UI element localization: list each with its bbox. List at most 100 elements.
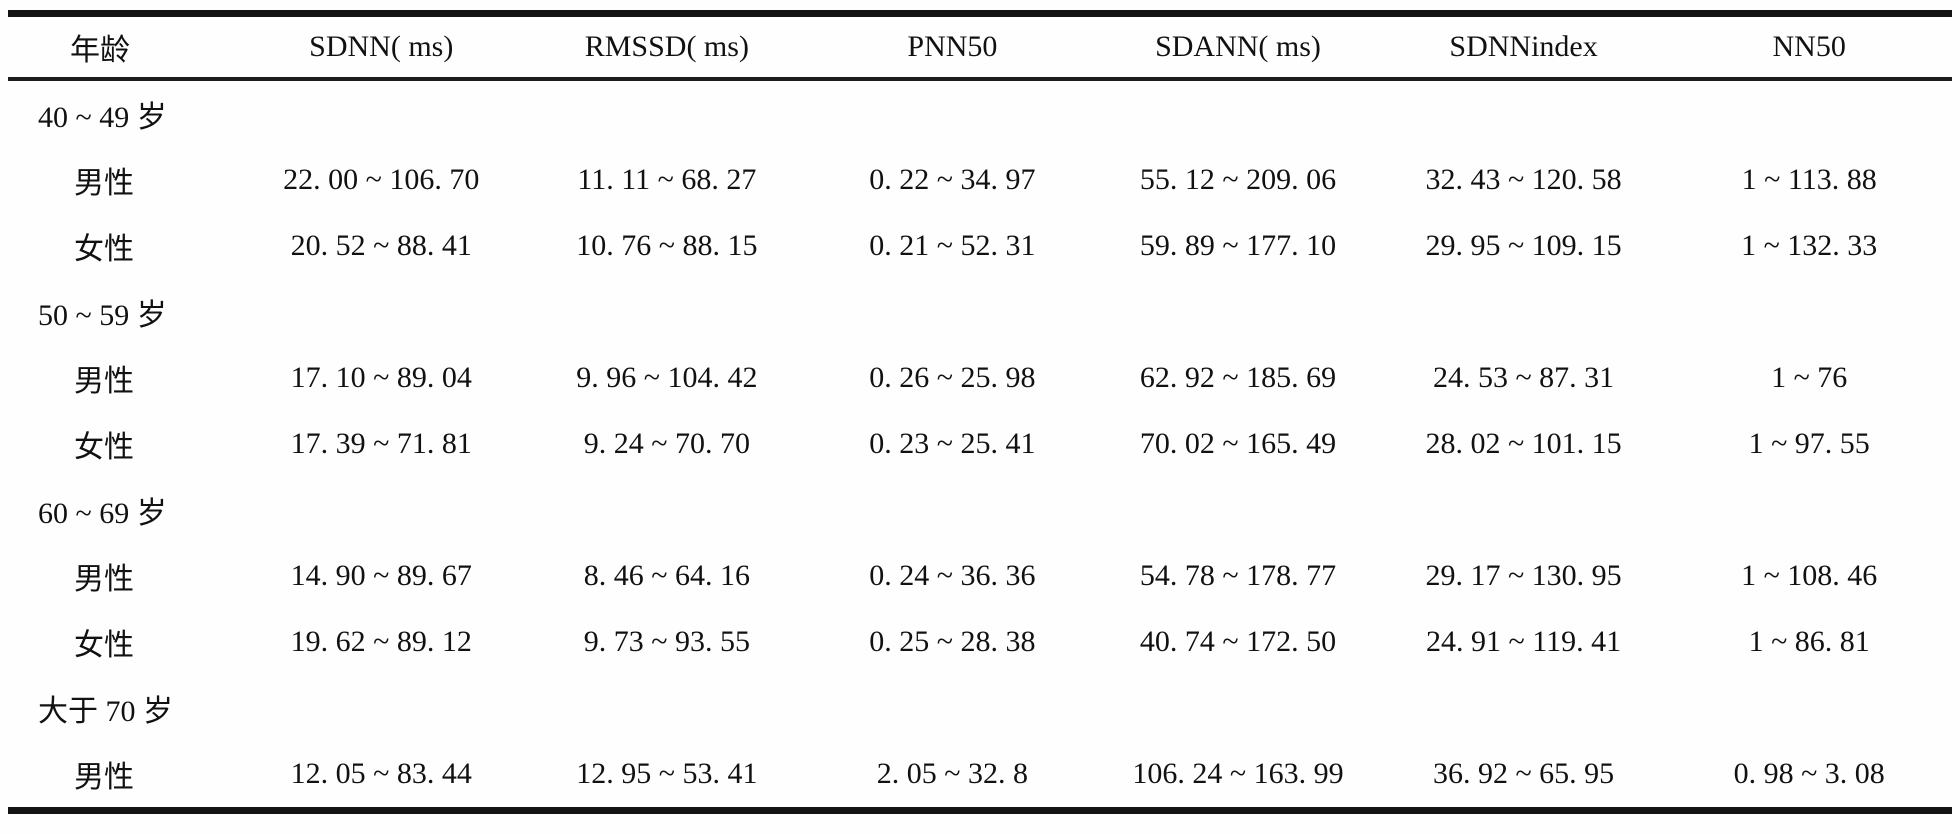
table-row-female-60-69: 女性 19. 62 ~ 89. 12 9. 73 ~ 93. 55 0. 25 … [8, 609, 1952, 675]
value-cell: 8. 46 ~ 64. 16 [583, 559, 750, 592]
value-cell [810, 675, 1096, 741]
value-cell: 22. 00 ~ 106. 70 [283, 163, 480, 196]
value-cell [524, 675, 810, 741]
table-body: 40 ~ 49 岁 男性 22. 00 ~ 106. 70 11. 11 ~ 6… [8, 79, 1952, 811]
table-row-agegroup-50-59: 50 ~ 59 岁 [8, 279, 1952, 345]
value-cell: 17. 10 ~ 89. 04 [290, 361, 472, 394]
value-cell: 1 ~ 108. 46 [1741, 559, 1878, 592]
value-cell: 36. 92 ~ 65. 95 [1432, 757, 1615, 790]
value-cell: 2. 05 ~ 32. 8 [876, 757, 1029, 790]
value-cell: 32. 43 ~ 120. 58 [1425, 163, 1622, 196]
age-group-label: 40 ~ 49 岁 [38, 101, 167, 134]
value-cell [524, 477, 810, 543]
value-cell: 0. 23 ~ 25. 41 [869, 427, 1036, 460]
value-cell [1095, 79, 1381, 147]
age-group-label: 60 ~ 69 岁 [38, 497, 167, 530]
row-label: 女性 [74, 233, 134, 266]
column-header-rmssd: RMSSD( ms) [524, 13, 810, 81]
table-row-female-50-59: 女性 17. 39 ~ 71. 81 9. 24 ~ 70. 70 0. 23 … [8, 411, 1952, 477]
table-row-male-60-69: 男性 14. 90 ~ 89. 67 8. 46 ~ 64. 16 0. 24 … [8, 543, 1952, 609]
value-cell [238, 477, 524, 543]
column-header-nn50: NN50 [1666, 13, 1952, 81]
value-cell [1381, 79, 1667, 147]
value-cell: 59. 89 ~ 177. 10 [1139, 229, 1337, 262]
value-cell [1381, 477, 1667, 543]
value-cell [810, 279, 1096, 345]
value-cell: 20. 52 ~ 88. 41 [290, 229, 472, 262]
row-label: 男性 [74, 761, 134, 794]
value-cell: 19. 62 ~ 89. 12 [290, 625, 472, 658]
value-cell: 1 ~ 86. 81 [1748, 625, 1870, 658]
value-cell: 106. 24 ~ 163. 99 [1132, 757, 1344, 790]
column-header-sdnnindex: SDNNindex [1380, 13, 1667, 81]
table-header: 年龄 SDNN( ms) RMSSD( ms) PNN50 SDANN( ms)… [8, 13, 1952, 81]
value-cell [524, 279, 810, 345]
table-row-agegroup-40-49: 40 ~ 49 岁 [8, 79, 1952, 147]
header-row: 年龄 SDNN( ms) RMSSD( ms) PNN50 SDANN( ms)… [8, 13, 1952, 81]
hrv-reference-value-table: 年龄 SDNN( ms) RMSSD( ms) PNN50 SDANN( ms)… [8, 10, 1952, 814]
value-cell: 0. 21 ~ 52. 31 [869, 229, 1036, 262]
column-header-age: 年龄 [8, 13, 239, 81]
value-cell: 55. 12 ~ 209. 06 [1139, 163, 1337, 196]
value-cell: 14. 90 ~ 89. 67 [290, 559, 472, 592]
value-cell [1666, 477, 1952, 543]
value-cell: 12. 95 ~ 53. 41 [576, 757, 758, 790]
value-cell: 0. 22 ~ 34. 97 [869, 163, 1036, 196]
row-label: 男性 [74, 365, 134, 398]
table-row-male-over-70: 男性 12. 05 ~ 83. 44 12. 95 ~ 53. 41 2. 05… [8, 741, 1952, 811]
value-cell [1095, 279, 1381, 345]
value-cell: 17. 39 ~ 71. 81 [290, 427, 472, 460]
value-cell [1666, 79, 1952, 147]
value-cell [238, 79, 524, 147]
value-cell [810, 477, 1096, 543]
value-cell: 0. 25 ~ 28. 38 [869, 625, 1036, 658]
value-cell [1381, 279, 1667, 345]
value-cell [238, 675, 524, 741]
column-header-pnn50: PNN50 [809, 13, 1096, 81]
value-cell: 9. 96 ~ 104. 42 [576, 361, 758, 394]
value-cell: 29. 95 ~ 109. 15 [1425, 229, 1622, 262]
value-cell: 9. 73 ~ 93. 55 [583, 625, 750, 658]
row-label: 男性 [74, 167, 134, 200]
value-cell [524, 79, 810, 147]
value-cell: 1 ~ 113. 88 [1741, 163, 1877, 196]
value-cell: 1 ~ 132. 33 [1741, 229, 1878, 262]
age-group-label: 大于 70 岁 [38, 695, 173, 728]
value-cell: 29. 17 ~ 130. 95 [1425, 559, 1622, 592]
column-header-sdann: SDANN( ms) [1095, 13, 1381, 81]
value-cell: 70. 02 ~ 165. 49 [1139, 427, 1337, 460]
value-cell: 24. 91 ~ 119. 41 [1426, 625, 1622, 658]
table-row-agegroup-over-70: 大于 70 岁 [8, 675, 1952, 741]
table-row-male-40-49: 男性 22. 00 ~ 106. 70 11. 11 ~ 68. 27 0. 2… [8, 147, 1952, 213]
value-cell: 10. 76 ~ 88. 15 [576, 229, 758, 262]
value-cell [1095, 675, 1381, 741]
value-cell: 9. 24 ~ 70. 70 [583, 427, 750, 460]
value-cell: 62. 92 ~ 185. 69 [1139, 361, 1337, 394]
row-label: 女性 [74, 431, 134, 464]
row-label: 女性 [74, 629, 134, 662]
value-cell: 24. 53 ~ 87. 31 [1432, 361, 1615, 394]
value-cell: 28. 02 ~ 101. 15 [1425, 427, 1622, 460]
value-cell [810, 79, 1096, 147]
value-cell: 54. 78 ~ 178. 77 [1139, 559, 1337, 592]
value-cell: 0. 98 ~ 3. 08 [1733, 757, 1885, 790]
value-cell [1666, 279, 1952, 345]
value-cell [238, 279, 524, 345]
column-header-sdnn: SDNN( ms) [238, 13, 525, 81]
value-cell [1095, 477, 1381, 543]
value-cell [1381, 675, 1667, 741]
value-cell: 1 ~ 76 [1771, 361, 1848, 394]
value-cell: 0. 24 ~ 36. 36 [869, 559, 1036, 592]
value-cell: 40. 74 ~ 172. 50 [1139, 625, 1337, 658]
row-label: 男性 [74, 563, 134, 596]
table-row-male-50-59: 男性 17. 10 ~ 89. 04 9. 96 ~ 104. 42 0. 26… [8, 345, 1952, 411]
value-cell: 11. 11 ~ 68. 27 [577, 163, 757, 196]
value-cell: 0. 26 ~ 25. 98 [869, 361, 1036, 394]
table-row-female-40-49: 女性 20. 52 ~ 88. 41 10. 76 ~ 88. 15 0. 21… [8, 213, 1952, 279]
value-cell: 1 ~ 97. 55 [1748, 427, 1870, 460]
table-row-agegroup-60-69: 60 ~ 69 岁 [8, 477, 1952, 543]
value-cell: 12. 05 ~ 83. 44 [290, 757, 472, 790]
age-group-label: 50 ~ 59 岁 [38, 299, 167, 332]
value-cell [1666, 675, 1952, 741]
